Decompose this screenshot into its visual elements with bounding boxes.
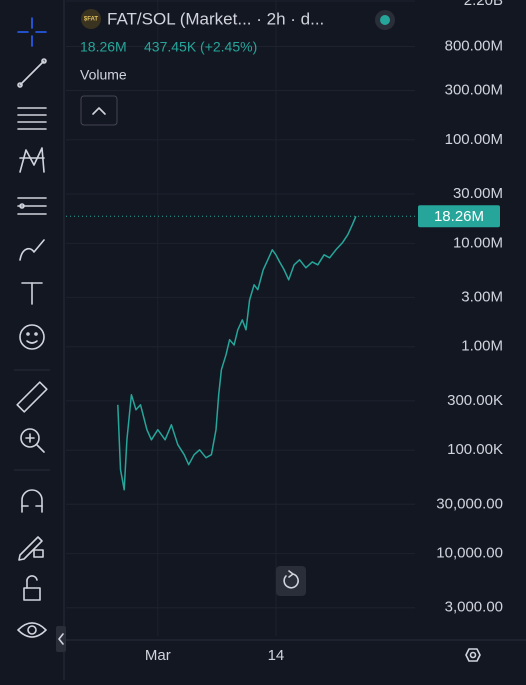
y-tick-label: 3.00M (461, 288, 503, 305)
plot: 2.20B 800.00M 300.00M 100.00M 30.00M 10.00M 3.… (66, 0, 503, 664)
y-tick-label: 800.00M (445, 37, 503, 54)
pattern-tool[interactable] (19, 147, 45, 173)
status-dot (380, 15, 390, 25)
reset-button[interactable] (276, 566, 306, 596)
collapse-icon[interactable] (92, 107, 106, 115)
y-tick-label: 10,000.00 (436, 545, 503, 562)
reset-bg[interactable] (276, 566, 306, 596)
collapse-indicators[interactable] (80, 95, 118, 126)
x-tick-label: Mar (145, 647, 171, 664)
badge-text: $FAT (84, 17, 99, 23)
volume-label: Volume (80, 67, 127, 83)
toolbar (14, 17, 66, 652)
trend-line-tool[interactable] (17, 58, 47, 88)
y-tick-label: 3,000.00 (445, 599, 503, 616)
crosshair-tool[interactable] (17, 17, 47, 47)
y-tick-label: 300.00M (445, 81, 503, 98)
emoji-tool[interactable] (19, 324, 45, 350)
collapse-arrow[interactable] (58, 633, 64, 645)
symbol-title[interactable]: FAT/SOL (Market... · 2h · d... (107, 9, 324, 28)
ruler-tool[interactable] (16, 381, 48, 413)
fib-tool[interactable] (17, 107, 47, 130)
text-tool[interactable] (21, 282, 43, 305)
x-tick-label: 14 (268, 647, 285, 664)
projection-tool[interactable] (17, 197, 47, 215)
brush-tool[interactable] (19, 239, 45, 261)
y-tick-label: 100.00K (447, 441, 503, 458)
unlock-tool[interactable] (23, 575, 41, 601)
y-tick-label: 300.00K (447, 392, 503, 409)
magnet-tool[interactable] (21, 489, 43, 513)
lock-drawing-tool[interactable] (18, 536, 44, 561)
header-change: 437.45K (+2.45%) (144, 39, 257, 55)
y-tick-label: 30.00M (453, 185, 503, 202)
reset-icon[interactable] (283, 570, 299, 589)
y-tick-label: 10.00M (453, 234, 503, 251)
header-value: 18.26M (80, 39, 127, 55)
zoom-tool[interactable] (20, 428, 45, 453)
visibility-tool[interactable] (17, 622, 47, 638)
last-price-label: 18.26M (434, 208, 484, 225)
settings-button[interactable] (465, 648, 481, 662)
collapse-toolbar[interactable] (56, 626, 66, 652)
y-tick-label: 1.00M (461, 338, 503, 355)
token-badge (81, 9, 101, 29)
last-price-tag (418, 205, 500, 228)
y-tick-label: 2.20B (464, 0, 503, 9)
price-line (117, 216, 357, 491)
y-tick-label: 100.00M (445, 131, 503, 148)
header: $FAT FAT/SOL (Market... · 2h · d... 18.2… (80, 9, 395, 126)
y-tick-label: 30,000.00 (436, 495, 503, 512)
